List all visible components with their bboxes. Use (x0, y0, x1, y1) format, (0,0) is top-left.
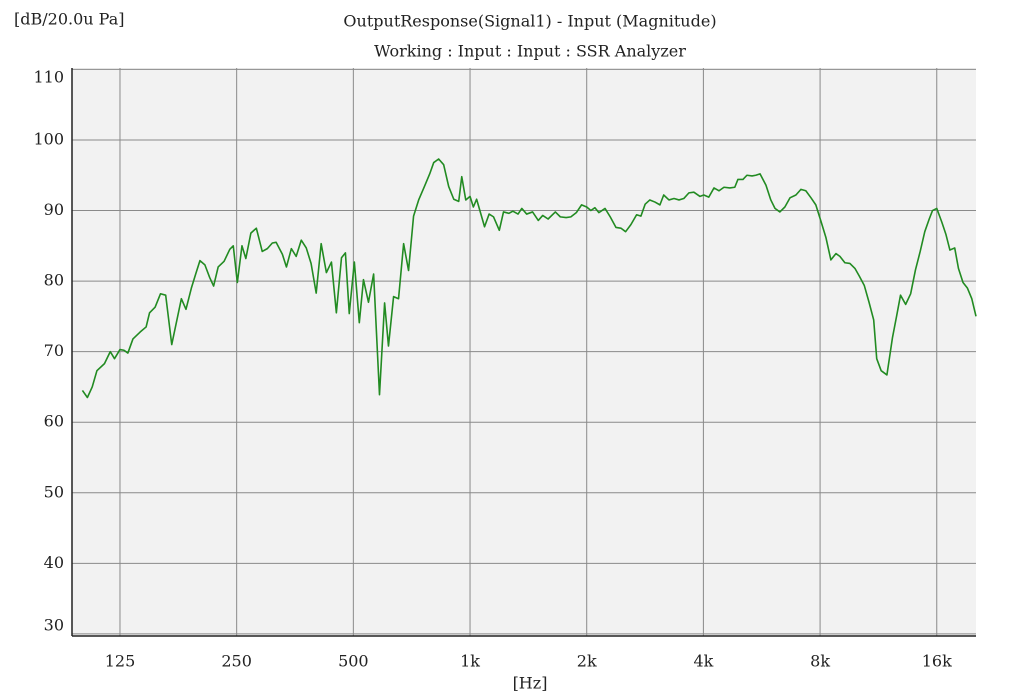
x-tick-label: 125 (105, 652, 136, 671)
y-tick-label: 70 (44, 341, 64, 360)
y-tick-label: 60 (44, 412, 64, 431)
response-line (81, 158, 977, 399)
y-tick-label: 50 (44, 482, 64, 501)
x-tick-label: 2k (577, 652, 597, 671)
y-tick-label: 80 (44, 271, 64, 290)
y-unit-label: [dB/20.0u Pa] (14, 10, 124, 29)
x-tick-label: 4k (693, 652, 713, 671)
y-tick-label: 30 (44, 616, 64, 635)
x-tick-label: 16k (922, 652, 952, 671)
x-tick-label: 8k (810, 652, 830, 671)
y-tick-label: 90 (44, 200, 64, 219)
x-tick-label: 1k (460, 652, 480, 671)
x-tick-label: 500 (338, 652, 369, 671)
x-tick-label: 250 (221, 652, 252, 671)
x-axis-label: [Hz] (513, 674, 548, 693)
chart-title: OutputResponse(Signal1) - Input (Magnitu… (343, 12, 716, 31)
y-tick-label: 100 (33, 129, 64, 148)
y-tick-label: 40 (44, 553, 64, 572)
chart-subtitle: Working : Input : Input : SSR Analyzer (374, 42, 686, 61)
y-tick-label: 110 (33, 68, 64, 87)
